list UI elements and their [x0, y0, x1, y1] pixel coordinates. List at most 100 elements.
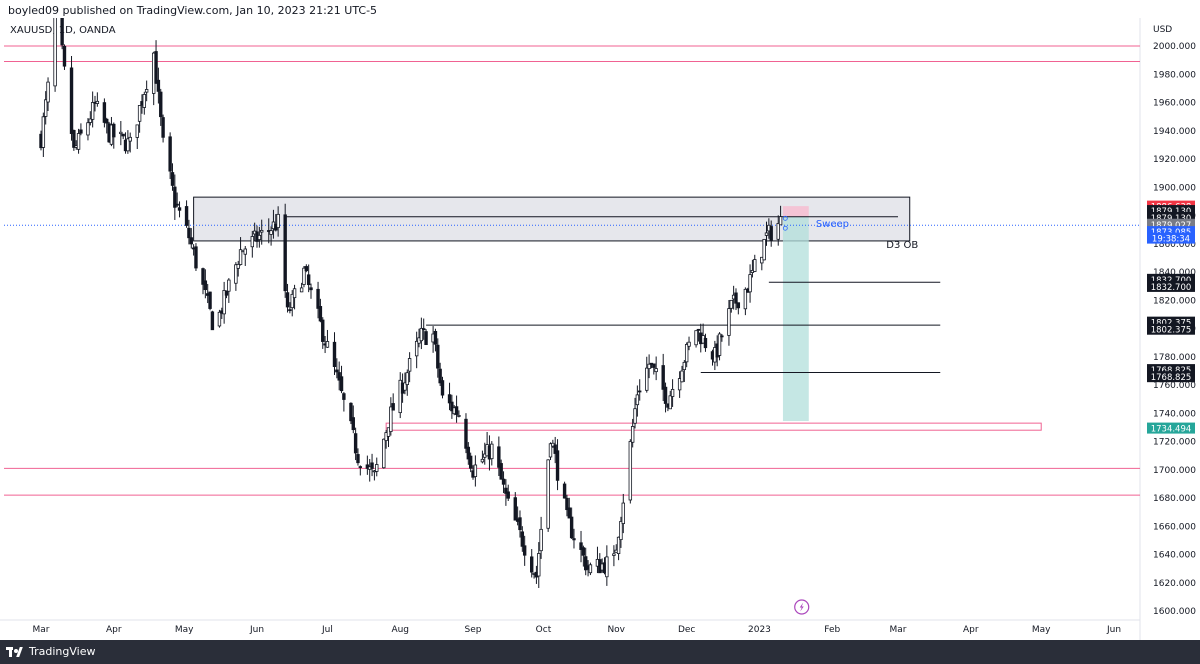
- candle: [630, 426, 635, 443]
- x-tick-label: Nov: [607, 625, 625, 635]
- candle: [353, 433, 358, 454]
- candle: [684, 344, 689, 363]
- candle: [168, 136, 172, 172]
- candle: [506, 491, 510, 499]
- candle: [62, 45, 67, 67]
- candle: [144, 89, 149, 93]
- currency-label: USD: [1153, 25, 1172, 35]
- zone-box[interactable]: [385, 422, 1042, 431]
- candle: [663, 386, 668, 404]
- y-tick-label: 1780.000: [1153, 353, 1196, 363]
- candle: [236, 263, 240, 269]
- candle: [386, 427, 391, 437]
- candle: [257, 234, 262, 240]
- candle: [269, 230, 273, 235]
- lightning-icon: [799, 602, 804, 612]
- candle: [86, 122, 90, 136]
- candle: [290, 293, 294, 309]
- candle: [499, 463, 503, 480]
- candle: [647, 363, 651, 370]
- y-tick-label: 1900.000: [1153, 183, 1196, 193]
- candle: [173, 186, 177, 208]
- candle: [299, 287, 304, 293]
- price-label-box: [1147, 232, 1195, 244]
- price-label-box: [1147, 316, 1195, 328]
- x-tick-label: Oct: [536, 625, 552, 635]
- candle: [537, 553, 541, 577]
- x-tick-label: Jun: [1106, 625, 1121, 635]
- candle: [438, 368, 442, 384]
- candle: [480, 458, 485, 463]
- candle: [288, 309, 292, 312]
- candle: [518, 517, 522, 531]
- candle: [753, 259, 757, 272]
- candle: [398, 379, 402, 414]
- y-tick-label: 1680.000: [1153, 494, 1196, 504]
- candle: [201, 268, 205, 285]
- candle: [389, 406, 393, 432]
- candle: [616, 536, 621, 554]
- candle: [581, 547, 586, 556]
- x-tick-label: May: [1032, 625, 1051, 635]
- price-label-box: [1147, 273, 1195, 285]
- tradingview-logo[interactable]: TradingView: [6, 645, 95, 658]
- candle: [654, 368, 658, 373]
- price-chart[interactable]: USD 1600.000 1620.000 1640.000 1660.000 1680.…: [0, 0, 1200, 640]
- candle: [154, 51, 158, 84]
- candle: [234, 264, 238, 284]
- candle: [762, 238, 766, 261]
- candle: [628, 441, 633, 501]
- candle: [490, 443, 494, 460]
- price-label-box: [1147, 218, 1195, 230]
- price-label-box: [1147, 211, 1195, 223]
- candle: [332, 341, 337, 367]
- candle: [621, 502, 625, 524]
- candle: [717, 333, 722, 356]
- candle: [156, 79, 161, 92]
- candle: [224, 290, 229, 296]
- candle: [60, 18, 64, 46]
- candle: [562, 483, 567, 499]
- candle: [567, 507, 571, 519]
- price-label: 1832.700: [1151, 283, 1192, 293]
- candle: [222, 290, 226, 315]
- candle: [677, 378, 682, 391]
- candle: [520, 531, 525, 547]
- candle: [703, 337, 708, 349]
- y-tick-label: 1860.000: [1153, 240, 1196, 250]
- candle: [243, 248, 247, 255]
- price-label: 1734.494: [1151, 425, 1192, 435]
- price-label: 1802.375: [1151, 319, 1192, 329]
- x-tick-label: Apr: [963, 625, 979, 635]
- candle: [135, 124, 139, 138]
- y-tick-label: 1600.000: [1153, 607, 1196, 617]
- candle: [43, 99, 48, 117]
- candle: [208, 291, 212, 309]
- candle: [680, 370, 684, 383]
- price-label: 19:38:34: [1152, 235, 1190, 245]
- y-tick-label: 1940.000: [1153, 127, 1196, 137]
- chart-annotation[interactable]: D3 OB: [886, 240, 918, 251]
- candle: [69, 67, 74, 134]
- candle: [661, 365, 665, 390]
- candle: [764, 232, 769, 236]
- candle: [670, 388, 675, 397]
- candle: [645, 367, 649, 391]
- plot-area: Sweep D3 OB: [4, 18, 1140, 589]
- candle: [88, 118, 93, 123]
- candle: [572, 538, 576, 541]
- candle: [727, 308, 731, 336]
- price-label-box: [1147, 422, 1195, 434]
- candle: [548, 443, 553, 458]
- candle: [530, 556, 534, 573]
- x-tick-label: Apr: [106, 625, 122, 635]
- candle: [734, 292, 738, 304]
- candle: [227, 279, 231, 292]
- stop-loss-zone[interactable]: [782, 206, 809, 217]
- chart-annotation[interactable]: Sweep: [816, 219, 849, 230]
- footer-bar: TradingView: [0, 640, 1200, 664]
- candle: [497, 446, 501, 468]
- candle: [175, 203, 179, 206]
- take-profit-zone[interactable]: [782, 216, 809, 422]
- candle: [743, 288, 748, 310]
